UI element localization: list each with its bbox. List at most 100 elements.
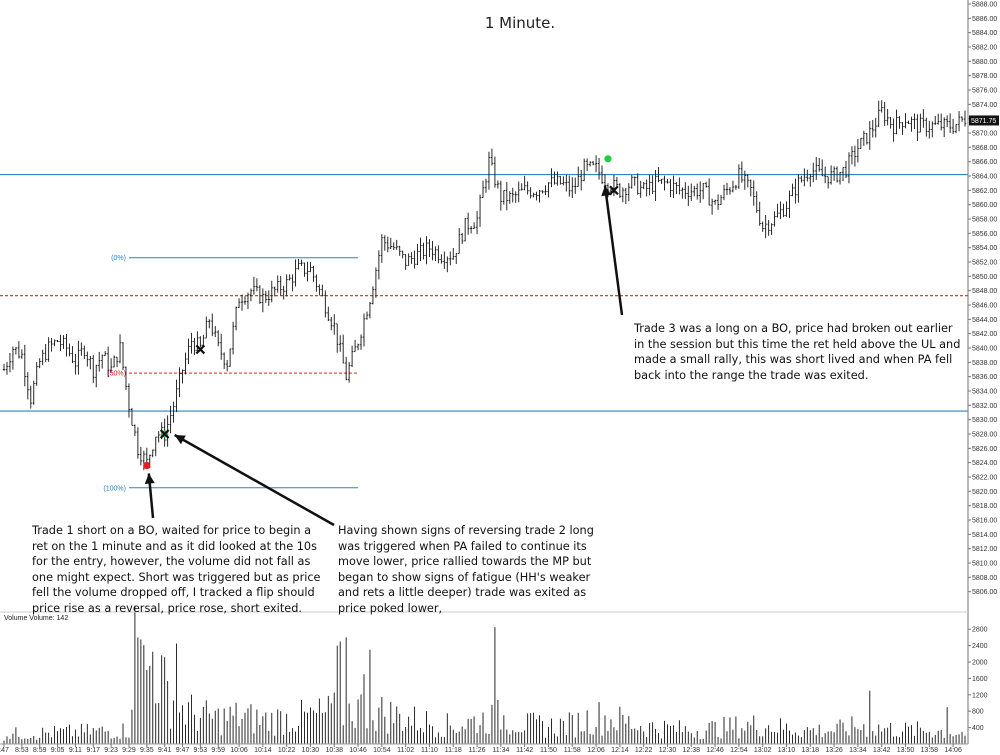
arrows-layer (144, 185, 624, 527)
time-tick-label: 9:35 (140, 747, 154, 754)
price-tick-label: 5856.00 (972, 231, 997, 238)
trade1-line: fell the volume dropped off, I tracked a… (32, 586, 315, 599)
time-tick-label: 10:22 (278, 747, 296, 754)
current-price-tag (969, 115, 999, 126)
price-tick-label: 5828.00 (972, 432, 997, 439)
price-tick-label: 5818.00 (972, 503, 997, 510)
time-tick-label: 13:26 (825, 747, 843, 754)
price-tick-label: 5806.00 (972, 589, 997, 596)
time-tick-label: 11:18 (445, 747, 462, 754)
price-tick-label: 5838.00 (972, 360, 997, 367)
price-tick-label: 5852.00 (972, 260, 997, 267)
price-tick-label: 5812.00 (972, 546, 997, 553)
time-tick-label: 10:30 (302, 747, 320, 754)
time-tick-label: 12:14 (611, 747, 629, 754)
volume-tick-label: 400 (972, 725, 984, 732)
price-tick-label: 5822.00 (972, 475, 997, 482)
price-tick-label: 5808.00 (972, 575, 997, 582)
time-tick-label: 9:47 (176, 747, 190, 754)
price-tick-label: 5870.00 (972, 131, 997, 138)
fib-level-label: (0%) (111, 255, 126, 262)
trade1-annotation: Trade 1 short on a BO, waited for price … (32, 523, 321, 616)
price-tick-label: 5864.00 (972, 174, 997, 181)
trade3-line: made a small rally, this was short lived… (634, 353, 953, 366)
price-tick-label: 5886.00 (972, 16, 997, 23)
price-tick-label: 5820.00 (972, 489, 997, 496)
trade3-annotation: Trade 3 was a long on a BO, price had br… (634, 321, 960, 383)
trade1-arrow-head (144, 473, 155, 484)
time-tick-label: 9:11 (69, 747, 82, 754)
trade3-line: in the session but this time the ret hel… (634, 337, 961, 351)
trade1-line: Trade 1 short on a BO, waited for price … (32, 524, 312, 537)
volume-layer (3, 605, 966, 744)
time-tick-label: 11:50 (540, 747, 557, 754)
trade2-line: and rets a little deeper) trade was exit… (338, 586, 587, 599)
time-tick-label: 11:26 (469, 747, 486, 754)
volume-label: Volume Volume: 142 (4, 615, 69, 622)
price-tick-label: 5832.00 (972, 403, 997, 410)
trade1-line: ret on the 1 minute and as it did looked… (32, 539, 317, 553)
price-tick-label: 5844.00 (972, 317, 997, 324)
exit-cross-marker (195, 344, 206, 355)
price-tick-label: 5846.00 (972, 303, 997, 310)
time-tick-label: 11:02 (397, 747, 414, 754)
exit-cross-marker (159, 429, 170, 439)
trade1-line: price rise as a reversal, price rose, sh… (32, 601, 302, 615)
price-tick-label: 5876.00 (972, 88, 997, 95)
time-tick-label: 12:54 (730, 747, 748, 754)
volume-tick-label: 1200 (972, 692, 988, 699)
time-tick-label: 12:46 (706, 747, 724, 754)
volume-tick-label: 800 (972, 709, 984, 716)
volume-tick-label: 2800 (972, 627, 988, 634)
trade2-arrow-head (174, 435, 186, 445)
time-tick-label: 13:34 (849, 747, 867, 754)
price-tick-label: 5834.00 (972, 389, 997, 396)
current-price-label: 5871.75 (971, 118, 996, 125)
time-tick-label: 10:14 (254, 747, 272, 754)
price-tick-label: 5868.00 (972, 145, 997, 152)
trade1-line: one might expect. Short was triggered bu… (32, 570, 321, 584)
volume-tick-label: 2000 (972, 660, 988, 667)
fib-level-label: (50%) (107, 371, 126, 378)
price-tick-label: 5816.00 (972, 518, 997, 525)
price-tick-label: 5854.00 (972, 245, 997, 252)
green-entry-dot (604, 155, 612, 163)
price-tick-label: 5878.00 (972, 73, 997, 80)
exit-cross-marker (609, 185, 619, 196)
time-tick-label: 12:38 (683, 747, 701, 754)
trade3-line: back into the range the trade was exited… (634, 368, 869, 382)
trade2-arrow (174, 433, 335, 527)
price-tick-label: 5810.00 (972, 561, 997, 568)
time-tick-label: 8:53 (15, 747, 29, 754)
price-tick-label: 5842.00 (972, 331, 997, 338)
time-tick-label: 12:22 (635, 747, 653, 754)
time-tick-label: 9:17 (86, 747, 100, 754)
price-tick-label: 5888.00 (972, 2, 997, 9)
time-tick-label: 10:06 (230, 747, 248, 754)
trade2-line: move lower, price rallied towards the MP… (338, 555, 592, 568)
time-tick-label: 11:34 (492, 747, 509, 754)
time-tick-label: 9:41 (158, 747, 172, 754)
trade3-arrow-head (601, 185, 612, 197)
time-tick-label: 11:58 (564, 747, 581, 754)
trade2-line: began to show signs of fatigue (HH's wea… (338, 570, 591, 584)
price-tick-label: 5884.00 (972, 30, 997, 37)
time-tick-label: 10:46 (349, 747, 367, 754)
price-tick-label: 5860.00 (972, 202, 997, 209)
price-tick-label: 5882.00 (972, 45, 997, 52)
trade3-line: Trade 3 was a long on a BO, price had br… (634, 322, 953, 335)
time-tick-label: 11:42 (516, 747, 533, 754)
time-tick-label: 8:59 (33, 747, 47, 754)
time-tick-label: 13:10 (778, 747, 796, 754)
chart-title: 1 Minute. (484, 14, 556, 32)
price-tick-label: 5840.00 (972, 346, 997, 353)
time-tick-label: 13:18 (802, 747, 820, 754)
time-tick-label: 9:05 (51, 747, 65, 754)
trade3-arrow (603, 185, 624, 316)
time-tick-label: 10:54 (373, 747, 391, 754)
price-tick-label: 5836.00 (972, 374, 997, 381)
price-tick-label: 5866.00 (972, 159, 997, 166)
price-tick-label: 5826.00 (972, 446, 997, 453)
time-tick-label: 9:29 (122, 747, 136, 754)
